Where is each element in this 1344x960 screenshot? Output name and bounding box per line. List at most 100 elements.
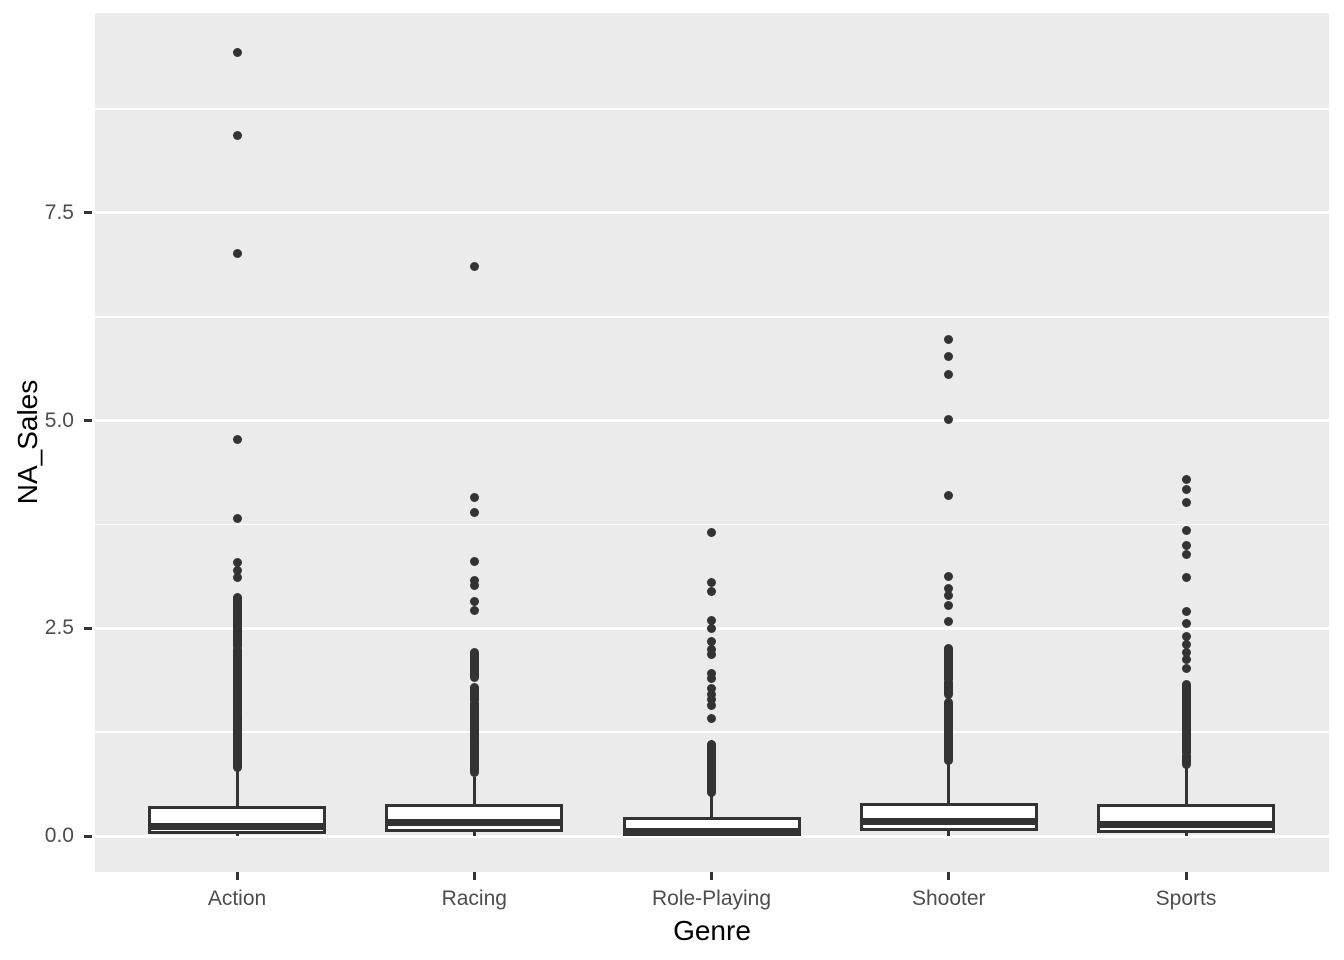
outlier-cluster — [232, 593, 242, 616]
upper-whisker — [947, 762, 951, 803]
outlier-point — [707, 578, 716, 588]
lower-whisker — [1184, 832, 1188, 836]
box-iqr — [385, 803, 564, 832]
x-axis-tick — [710, 872, 713, 880]
outlier-cluster — [469, 682, 479, 706]
upper-whisker — [1184, 766, 1188, 804]
outlier-point — [944, 617, 954, 627]
outlier-cluster — [1181, 680, 1191, 758]
outlier-point — [469, 581, 479, 591]
x-axis-tick — [947, 872, 951, 880]
outlier-cluster — [232, 608, 242, 652]
outlier-point — [1181, 475, 1191, 485]
outlier-point — [707, 713, 716, 723]
x-axis-tick — [1184, 872, 1188, 880]
outlier-point — [944, 572, 954, 582]
gridline-minor — [95, 316, 1329, 318]
outlier-point — [707, 637, 716, 647]
outlier-point — [469, 557, 479, 567]
outlier-point — [707, 645, 716, 655]
x-axis-tick-label: Action — [207, 887, 267, 910]
gridline-major — [95, 211, 1329, 215]
outlier-point — [469, 508, 479, 518]
x-axis-tick-label: Role-Playing — [651, 887, 772, 910]
outlier-point — [1181, 647, 1191, 657]
outlier-point — [232, 514, 242, 524]
x-axis-tick-label: Sports — [1155, 887, 1217, 910]
x-axis-title: Genre — [673, 915, 751, 946]
outlier-point — [232, 565, 242, 575]
outlier-point — [232, 573, 242, 583]
median-line — [622, 827, 801, 835]
lower-whisker — [472, 831, 476, 836]
outlier-point — [469, 606, 479, 616]
outlier-point — [232, 48, 242, 58]
outlier-cluster — [469, 647, 479, 682]
upper-whisker — [472, 777, 476, 804]
outlier-point — [944, 352, 954, 362]
outlier-point — [944, 334, 954, 344]
median-line — [385, 819, 564, 827]
outlier-point — [707, 615, 716, 625]
outlier-point — [469, 493, 479, 503]
outlier-point — [1181, 497, 1191, 507]
outlier-point — [707, 650, 716, 660]
outlier-point — [232, 435, 242, 445]
outlier-point — [1181, 549, 1191, 559]
gridline-major — [95, 419, 1329, 423]
gridline-major — [95, 834, 1329, 838]
outlier-cluster — [944, 697, 954, 765]
outlier-point — [1181, 607, 1191, 617]
median-line — [859, 818, 1038, 826]
x-axis-tick-label: Shooter — [911, 887, 986, 910]
box-iqr — [148, 806, 326, 835]
gridline-minor — [95, 523, 1329, 526]
outlier-point — [1181, 540, 1191, 550]
outlier-cluster — [469, 698, 479, 723]
outlier-point — [469, 597, 479, 607]
outlier-point — [944, 490, 954, 500]
outlier-point — [944, 415, 954, 425]
outlier-point — [944, 600, 954, 610]
outlier-point — [469, 575, 479, 585]
outlier-point — [1181, 573, 1191, 583]
box-iqr — [859, 802, 1038, 831]
median-line — [1097, 820, 1275, 828]
outlier-point — [1181, 663, 1191, 673]
y-axis-tick-label: 7.5 — [44, 200, 74, 224]
y-axis-tick-label: 0.0 — [44, 824, 74, 847]
outlier-point — [944, 583, 954, 593]
y-axis-tick — [84, 834, 92, 838]
y-axis-tick — [84, 211, 92, 215]
outlier-cluster — [469, 716, 479, 741]
y-axis-tick — [84, 419, 92, 423]
box-iqr — [1097, 803, 1275, 833]
outlier-point — [707, 674, 716, 684]
upper-whisker — [235, 770, 239, 807]
median-line — [148, 822, 326, 830]
outlier-cluster — [707, 740, 716, 798]
outlier-point — [232, 249, 242, 259]
outlier-point — [707, 528, 716, 538]
outlier-point — [1181, 640, 1191, 650]
outlier-point — [944, 643, 954, 653]
outlier-cluster — [232, 700, 242, 717]
outlier-cluster — [944, 677, 954, 700]
outlier-point — [1181, 655, 1191, 665]
y-axis-tick-label: 2.5 — [44, 616, 74, 640]
outlier-point — [944, 370, 954, 380]
gridline-minor — [95, 108, 1329, 110]
outlier-point — [707, 683, 716, 693]
outlier-cluster — [944, 645, 954, 663]
x-axis-tick — [235, 872, 239, 880]
outlier-point — [1181, 618, 1191, 628]
outlier-cluster — [1181, 750, 1191, 770]
outlier-point — [707, 695, 716, 705]
outlier-cluster — [469, 734, 479, 778]
outlier-point — [1181, 525, 1191, 535]
lower-whisker — [947, 831, 951, 836]
lower-whisker — [235, 834, 239, 836]
outlier-point — [707, 701, 716, 711]
outlier-cluster — [232, 644, 242, 696]
